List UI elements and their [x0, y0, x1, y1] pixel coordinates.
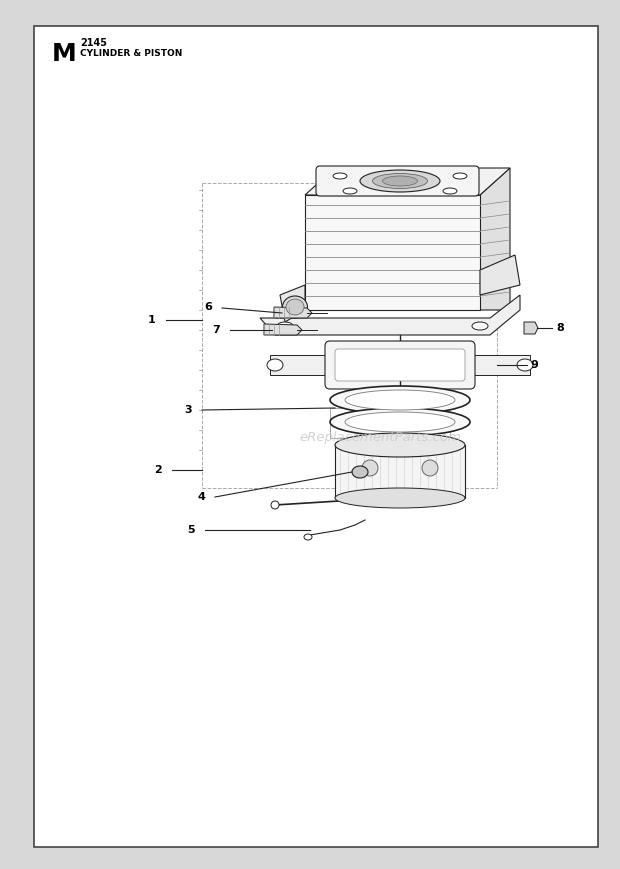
FancyBboxPatch shape	[335, 349, 465, 381]
Text: 7: 7	[212, 325, 220, 335]
Text: 3: 3	[184, 405, 192, 415]
Ellipse shape	[443, 188, 457, 194]
Polygon shape	[335, 445, 465, 498]
Ellipse shape	[345, 390, 455, 410]
Polygon shape	[270, 355, 530, 375]
Ellipse shape	[304, 534, 312, 540]
Text: 9: 9	[530, 360, 538, 370]
Ellipse shape	[472, 322, 488, 330]
Polygon shape	[260, 295, 520, 335]
Text: 5: 5	[187, 525, 195, 535]
Ellipse shape	[343, 188, 357, 194]
Ellipse shape	[330, 408, 470, 436]
Text: 1: 1	[148, 315, 155, 325]
Bar	[330, 408, 450, 438]
FancyBboxPatch shape	[325, 341, 475, 389]
Ellipse shape	[345, 412, 455, 432]
Ellipse shape	[283, 296, 308, 318]
Ellipse shape	[330, 386, 470, 414]
Ellipse shape	[517, 359, 533, 371]
Polygon shape	[274, 307, 312, 318]
Text: 2: 2	[154, 465, 162, 475]
Ellipse shape	[277, 322, 293, 330]
Text: 4: 4	[197, 492, 205, 502]
Ellipse shape	[383, 176, 417, 186]
Text: CYLINDER & PISTON: CYLINDER & PISTON	[80, 49, 182, 58]
FancyBboxPatch shape	[316, 166, 479, 196]
Polygon shape	[480, 168, 510, 310]
Polygon shape	[524, 322, 538, 334]
Ellipse shape	[271, 501, 279, 509]
Ellipse shape	[335, 488, 465, 508]
Text: 8: 8	[556, 323, 564, 333]
Polygon shape	[305, 195, 480, 310]
Ellipse shape	[373, 174, 428, 189]
Ellipse shape	[422, 460, 438, 476]
Ellipse shape	[362, 460, 378, 476]
Ellipse shape	[333, 173, 347, 179]
Ellipse shape	[335, 433, 465, 457]
Polygon shape	[280, 285, 305, 322]
Text: eReplacementParts.com: eReplacementParts.com	[299, 432, 461, 445]
Text: 6: 6	[204, 302, 212, 312]
Text: M: M	[52, 42, 77, 66]
Polygon shape	[305, 168, 510, 195]
Ellipse shape	[453, 173, 467, 179]
Ellipse shape	[352, 466, 368, 478]
Ellipse shape	[286, 299, 304, 315]
Ellipse shape	[360, 170, 440, 192]
Polygon shape	[264, 324, 302, 335]
Polygon shape	[480, 255, 520, 295]
Text: 2145: 2145	[80, 38, 107, 48]
Ellipse shape	[267, 359, 283, 371]
